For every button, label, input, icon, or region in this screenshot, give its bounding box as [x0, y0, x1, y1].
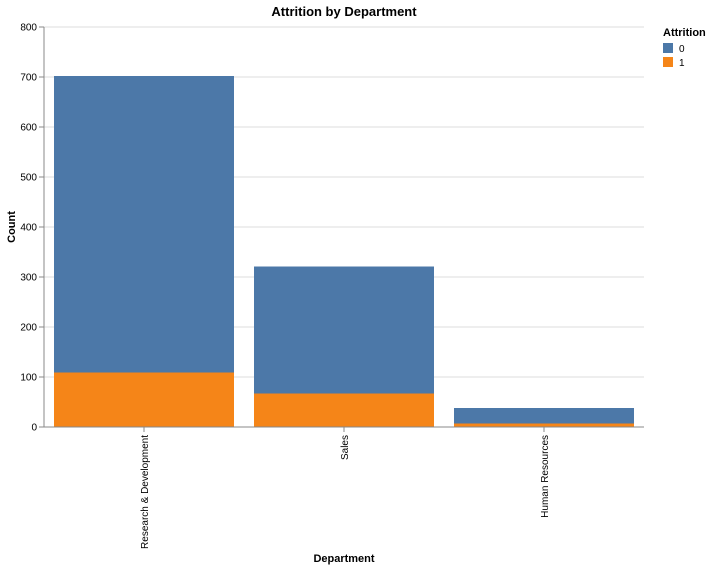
chart-title: Attrition by Department	[271, 4, 417, 19]
legend-label: 0	[679, 44, 685, 55]
y-tick-label: 400	[20, 223, 37, 234]
y-axis-title: Count	[6, 211, 18, 243]
legend-title: Attrition	[663, 27, 706, 39]
bar-segment	[54, 372, 234, 427]
bar-segment	[54, 76, 234, 373]
y-tick-label: 500	[20, 173, 37, 184]
bars	[54, 76, 634, 427]
x-axis-title: Department	[313, 553, 374, 565]
legend-swatch	[663, 57, 673, 67]
legend-label: 1	[679, 58, 685, 69]
y-tick-label: 700	[20, 73, 37, 84]
y-tick-label: 300	[20, 273, 37, 284]
y-tick-label: 100	[20, 373, 37, 384]
bar-segment	[254, 266, 434, 394]
axes: Research & Development Sales Human Resourc…	[20, 23, 644, 549]
legend: Attrition 01	[663, 27, 706, 69]
x-tick-label: Research & Development	[140, 435, 151, 549]
y-tick-label: 200	[20, 323, 37, 334]
bar-segment	[454, 423, 634, 427]
legend-items: 01	[663, 43, 685, 69]
bar-segment	[454, 408, 634, 424]
x-tick-label: Human Resources	[540, 435, 551, 518]
legend-swatch	[663, 43, 673, 53]
y-tick-label: 600	[20, 123, 37, 134]
y-tick-label: 800	[20, 23, 37, 34]
bar-segment	[254, 393, 434, 427]
y-tick-label: 0	[31, 423, 37, 434]
x-tick-label: Sales	[340, 435, 351, 460]
